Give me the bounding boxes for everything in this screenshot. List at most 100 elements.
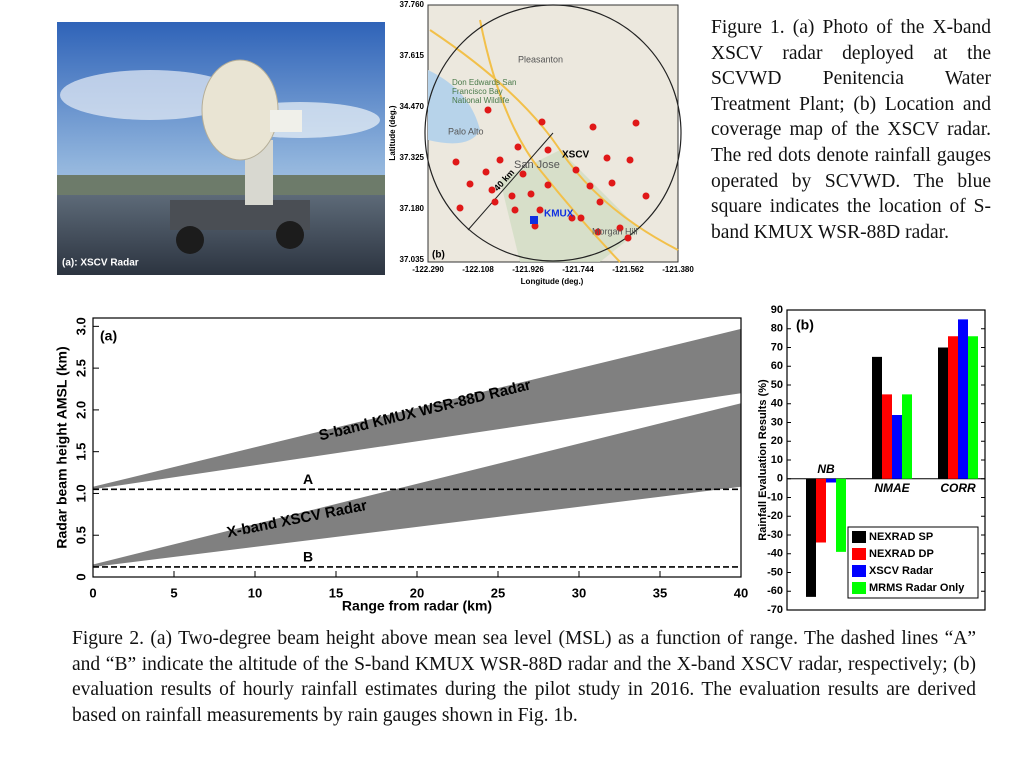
map-ylabel: Latitude (deg.): [388, 105, 397, 160]
map: (b) XSCV KMUX 40 km Pleasanton Palo Alto…: [388, 0, 694, 286]
bar: [902, 394, 912, 479]
lon-tick-label: -122.108: [462, 265, 494, 274]
bar: [938, 347, 948, 479]
legend-swatch: [852, 548, 866, 560]
category-label: CORR: [940, 481, 976, 495]
y-tick-label: -40: [767, 548, 783, 560]
y-tick-label: 70: [771, 341, 783, 353]
y-tick-label: 0: [73, 573, 88, 580]
y-tick-label: -60: [767, 585, 783, 597]
bar: [872, 356, 882, 479]
y-tick-label: 1.0: [73, 484, 88, 502]
lat-tick-label: 37.180: [400, 204, 425, 213]
legend-swatch: [852, 531, 866, 543]
x-tick-label: 25: [491, 585, 505, 600]
bar: [816, 478, 826, 543]
place: San Jose: [514, 159, 560, 171]
x-tick-label: 10: [248, 585, 262, 600]
y-tick-label: 10: [771, 454, 783, 466]
place-box: Don Edwards San Francisco Bay National W…: [452, 78, 516, 105]
wheel: [276, 221, 304, 249]
plot-frame: [786, 309, 986, 611]
beam-band: [93, 328, 741, 490]
range-arrow: [467, 132, 554, 231]
bar: [836, 478, 846, 552]
x-tick-label: 5: [170, 585, 177, 600]
figure1-caption: Figure 1. (a) Photo of the X-band XSCV r…: [711, 17, 991, 243]
dish: [201, 59, 279, 161]
chart-b: -70 -60 -50 -40 -30 -20 -10 0 10 20 30 40 50 60 70 80 90…: [757, 304, 986, 616]
x-tick-label: 30: [572, 585, 586, 600]
lat-tick-label: 37.615: [400, 51, 425, 60]
cloud: [60, 70, 240, 120]
x-axis-label: Range from radar (km): [342, 598, 492, 614]
y-tick-label: 60: [771, 360, 783, 372]
kmux-label: KMUX: [544, 209, 574, 220]
category-label: NMAE: [874, 481, 910, 495]
lon-tick-label: -121.744: [562, 265, 594, 274]
y-axis-label: Rainfall Evaluation Results (%): [757, 379, 769, 541]
highway: [479, 19, 621, 263]
x-tick-label: 0: [89, 585, 96, 600]
wheel: [176, 226, 204, 254]
highway: [429, 29, 679, 251]
gauges: [452, 106, 650, 242]
bar: [948, 336, 958, 479]
y-tick-label: 0: [777, 473, 783, 485]
y-tick-label: -70: [767, 604, 783, 616]
beam-band: [93, 403, 741, 567]
y-tick-label: 20: [771, 435, 783, 447]
bar: [968, 336, 978, 479]
y-tick-label: 30: [771, 416, 783, 428]
y-tick-label: 3.0: [73, 317, 88, 335]
category-label: NB: [817, 462, 835, 476]
bay: [428, 70, 480, 144]
legend-swatch: [852, 565, 866, 577]
x-tick-label: 15: [329, 585, 343, 600]
chart-title: (b): [796, 317, 814, 333]
x-tick-label: 35: [653, 585, 667, 600]
xscv-label: XSCV: [562, 150, 590, 161]
y-tick-label: 50: [771, 379, 783, 391]
horizon: [57, 175, 385, 195]
legend-label: XSCV Radar: [869, 565, 934, 577]
x-tick-label: 20: [410, 585, 424, 600]
figure2-caption: Figure 2. (a) Two-degree beam height abo…: [72, 628, 976, 726]
y-tick-label: 2.0: [73, 401, 88, 419]
y-tick-label: -50: [767, 566, 783, 578]
radome-box: [270, 110, 302, 132]
lon-tick-label: -121.926: [512, 265, 544, 274]
place: Morgan Hill: [592, 226, 638, 236]
legend-box: [847, 526, 979, 599]
y-tick-label: -30: [767, 529, 783, 541]
y-tick-label: -20: [767, 510, 783, 522]
legend-label: MRMS Radar Only: [869, 582, 965, 594]
bar: [826, 478, 836, 483]
coverage-circle: [424, 4, 682, 262]
line-label: B: [303, 549, 313, 565]
bar: [892, 415, 902, 479]
legend-label: NEXRAD DP: [869, 548, 934, 560]
lat-tick-label: 37.760: [400, 0, 425, 9]
y-tick-label: 2.5: [73, 359, 88, 377]
place: Pleasanton: [518, 54, 563, 64]
legend-swatch: [852, 582, 866, 594]
photo-label: (a): XSCV Radar: [62, 258, 139, 269]
chart-title: (a): [100, 328, 117, 344]
bar: [882, 394, 892, 479]
y-tick-label: 90: [771, 304, 783, 316]
line-label: A: [303, 471, 313, 487]
y-tick-label: 1.5: [73, 443, 88, 461]
x-tick-label: 40: [734, 585, 748, 600]
lat-tick-label: 37.325: [400, 153, 425, 162]
lon-tick-label: -121.562: [612, 265, 644, 274]
lon-tick-label: -121.380: [662, 265, 694, 274]
bar: [958, 319, 968, 479]
y-tick-label: 40: [771, 398, 783, 410]
bar: [806, 478, 816, 597]
place: Palo Alto: [448, 126, 484, 136]
kmux-marker: [530, 216, 538, 224]
